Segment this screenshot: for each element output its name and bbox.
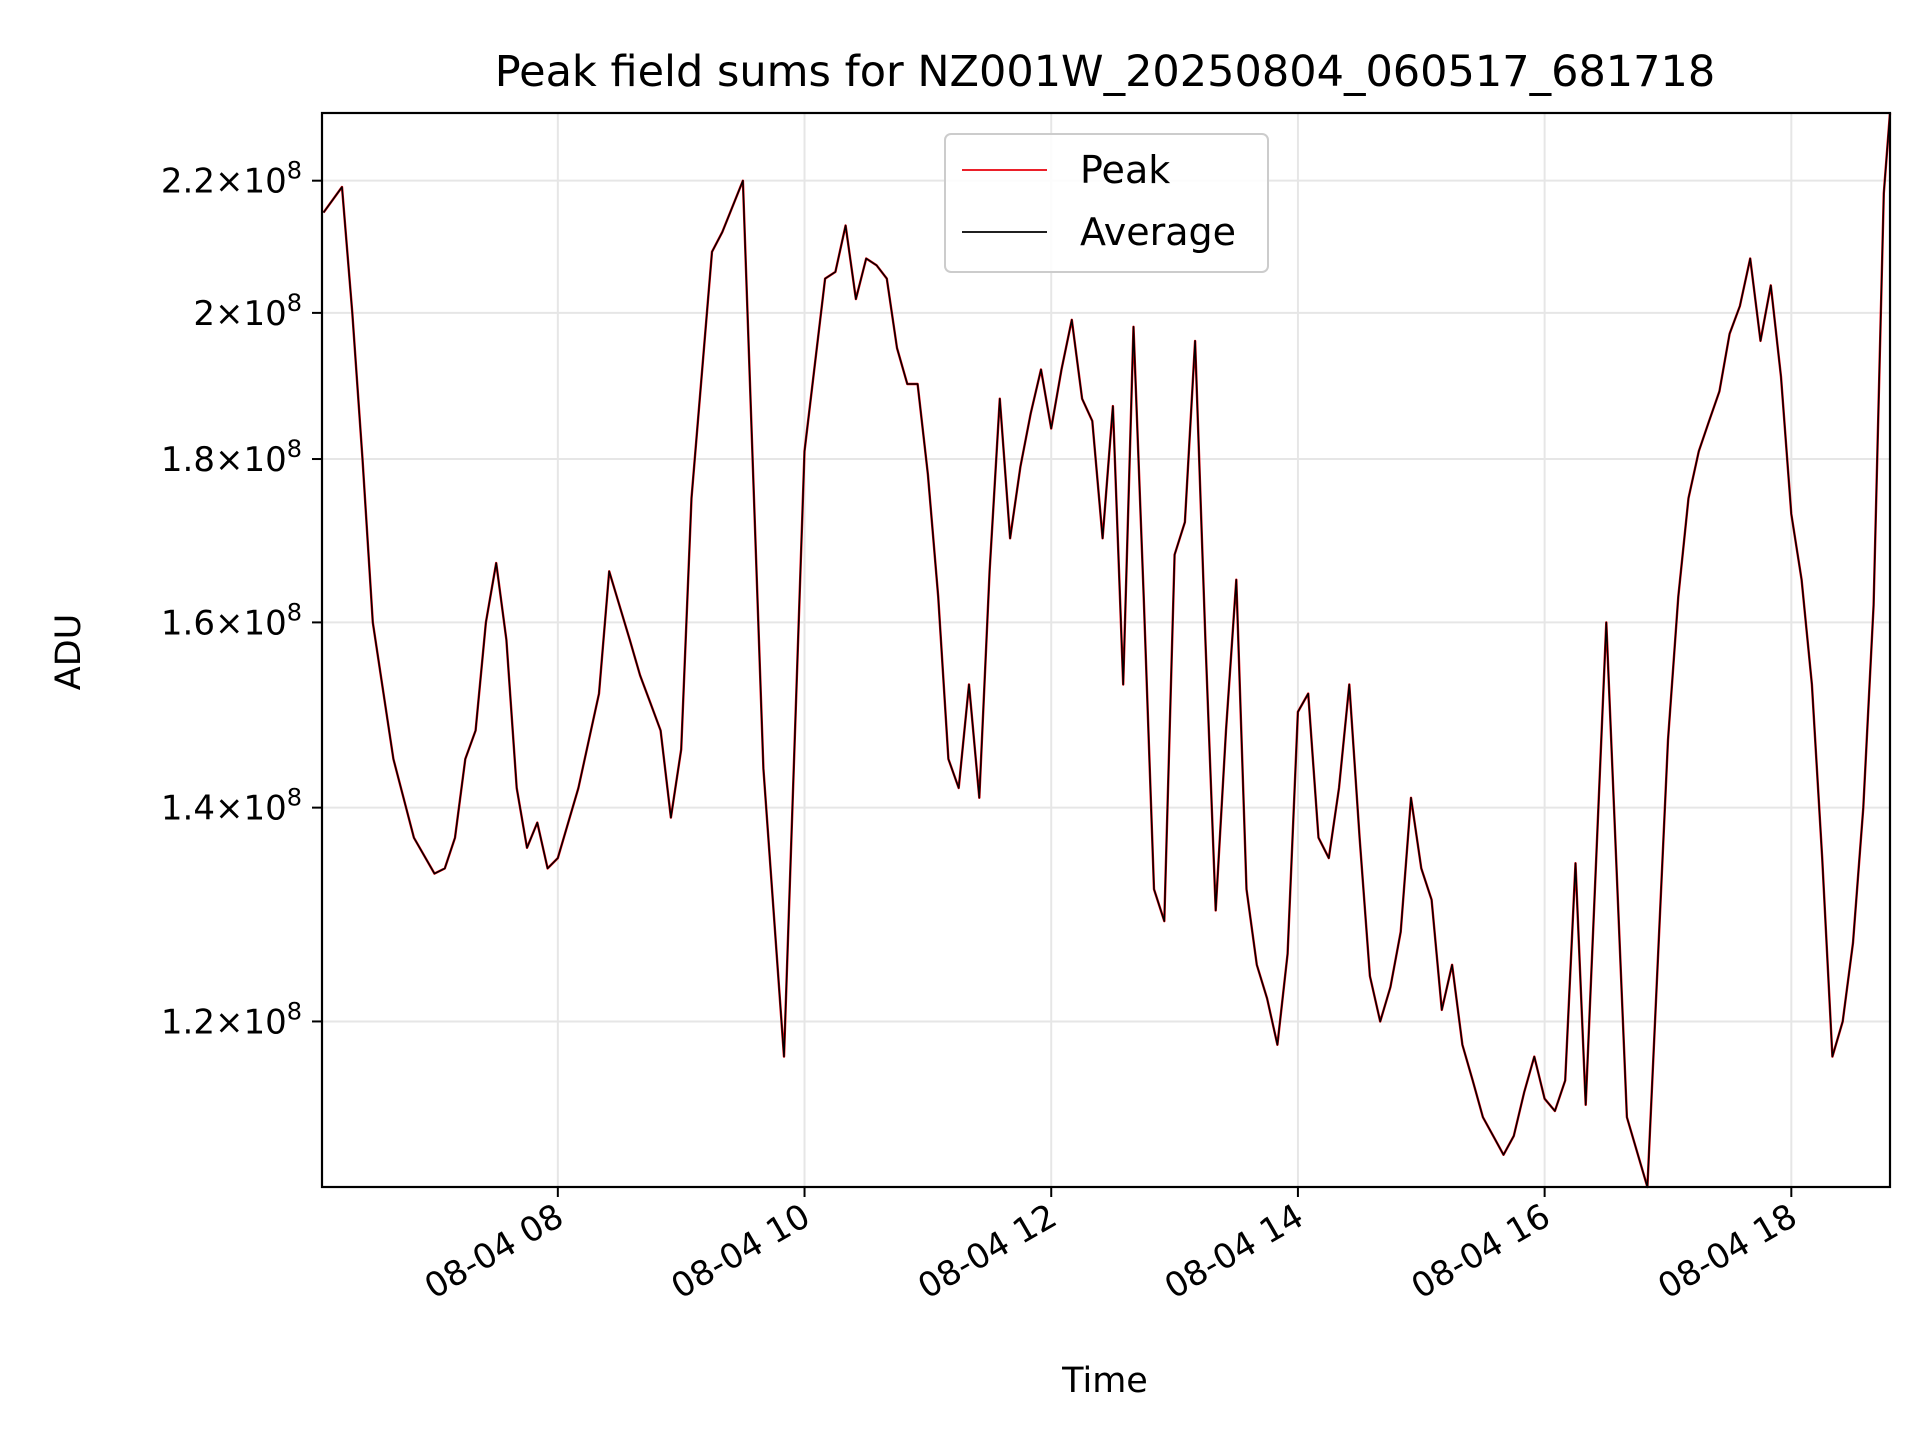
series-lines [322,112,1892,1189]
chart-title: Peak field sums for NZ001W_20250804_0605… [495,47,1716,97]
x-axis: 08-04 08 08-04 10 08-04 12 08-04 14 08-04 16… [418,1187,1804,1307]
x-tick-label: 08-04 10 [665,1196,817,1307]
legend-frame [944,133,1269,273]
x-tick-label: 08-04 14 [1158,1196,1310,1307]
axes-frame [320,111,1892,1189]
x-axis-label: Time [1061,1361,1148,1401]
y-axis-label: ADU [49,614,89,691]
y-tick-label: 1.4×108 [161,784,302,829]
y-tick-label: 1.2×108 [161,997,302,1042]
y-tick-label: 1.8×108 [161,435,302,480]
y-axis: 1.2×108 1.4×108 1.6×108 1.8×108 2×108 2.2×108 [161,157,322,1042]
x-tick-label: 08-04 18 [1651,1196,1803,1307]
legend-label-peak: Peak [1080,148,1170,192]
x-tick-label: 08-04 08 [418,1196,570,1307]
legend: Peak Average [944,133,1269,273]
x-tick-label: 08-04 12 [911,1196,1063,1307]
y-tick-label: 1.6×108 [161,598,302,643]
x-tick-label: 08-04 16 [1405,1196,1557,1307]
legend-label-average: Average [1080,210,1236,254]
average-series-line [322,112,1891,1188]
y-tick-label: 2.2×108 [161,157,302,202]
grid [322,113,1890,1187]
y-tick-label: 2×108 [193,289,302,334]
